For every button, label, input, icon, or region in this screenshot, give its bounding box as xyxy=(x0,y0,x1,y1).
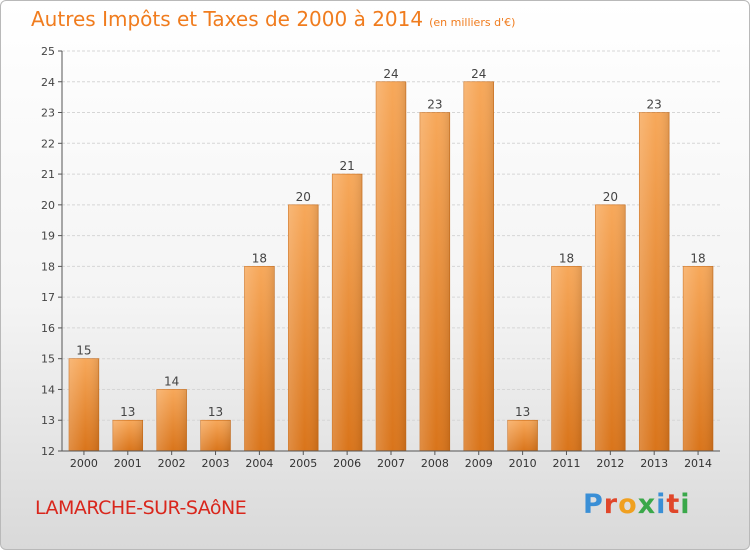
logo-letter: o xyxy=(618,489,638,520)
bar-shade xyxy=(69,358,99,451)
y-tick-label: 24 xyxy=(41,76,55,89)
y-tick-label: 12 xyxy=(41,445,55,458)
x-tick-label: 2010 xyxy=(509,457,537,470)
bar-shade xyxy=(156,389,187,451)
y-tick-label: 15 xyxy=(41,353,55,366)
bar-value-label: 18 xyxy=(690,251,705,265)
bar-shade xyxy=(288,204,319,451)
x-tick-label: 2006 xyxy=(333,457,361,470)
y-tick-label: 17 xyxy=(41,291,55,304)
bar-value-label: 20 xyxy=(296,190,311,204)
bar-value-label: 21 xyxy=(339,159,354,173)
bar-value-label: 13 xyxy=(120,405,135,419)
bar-shade xyxy=(376,81,406,452)
logo-letter: t xyxy=(666,489,681,520)
bar-shade xyxy=(112,420,143,451)
bar-value-label: 15 xyxy=(76,344,91,358)
logo-letter: P xyxy=(583,489,604,520)
axes: 12 13 14 15 16 17 18 19 20 21 22 23 24 25 2000 2001 2002… xyxy=(41,45,720,470)
x-tick-label: 2007 xyxy=(377,457,405,470)
y-tick-label: 22 xyxy=(41,137,55,150)
x-tick-label: 2005 xyxy=(289,457,317,470)
x-tick-label: 2013 xyxy=(640,457,668,470)
x-tick-label: 2004 xyxy=(245,457,273,470)
x-tick-label: 2000 xyxy=(70,457,98,470)
bar-shade xyxy=(200,420,231,451)
bar-value-label: 24 xyxy=(471,67,486,81)
bar-shade xyxy=(332,174,363,452)
bar-shade xyxy=(463,81,494,452)
x-tick-label: 2014 xyxy=(684,457,712,470)
chart-title-text: Autres Impôts et Taxes de 2000 à 2014 xyxy=(31,7,424,31)
bar-value-label: 14 xyxy=(164,374,179,388)
y-tick-label: 16 xyxy=(41,322,55,335)
bar-value-label: 13 xyxy=(208,405,223,419)
bars: 15 13 14 13 18 20 21 24 23 24 13 18 20 23 18 xyxy=(68,67,714,452)
y-tick-label: 25 xyxy=(41,45,55,58)
y-tick-label: 23 xyxy=(41,107,55,120)
x-tick-label: 2009 xyxy=(465,457,493,470)
x-tick-label: 2003 xyxy=(202,457,230,470)
bar-value-label: 23 xyxy=(647,98,662,112)
chart-unit: (en milliers d'€) xyxy=(429,16,516,29)
bar-shade xyxy=(595,204,626,451)
bar-shade xyxy=(419,112,450,452)
x-tick-label: 2011 xyxy=(552,457,580,470)
logo-letter: r xyxy=(603,489,619,520)
logo-letter: i xyxy=(680,489,691,520)
bar-value-label: 20 xyxy=(603,190,618,204)
x-tick-label: 2001 xyxy=(114,457,142,470)
bar-shade xyxy=(507,420,538,451)
chart-title: Autres Impôts et Taxes de 2000 à 2014 (en… xyxy=(31,7,515,31)
bar-shade xyxy=(639,112,670,452)
bar-shade xyxy=(683,266,713,451)
bar-shade xyxy=(244,266,275,451)
proxiti-logo: Proxiti xyxy=(583,489,691,520)
x-tick-label: 2012 xyxy=(596,457,624,470)
y-tick-label: 19 xyxy=(41,230,55,243)
y-tick-label: 21 xyxy=(41,168,55,181)
bar-value-label: 13 xyxy=(515,405,530,419)
y-tick-label: 14 xyxy=(41,383,55,396)
bar-shade xyxy=(551,266,582,451)
bar-value-label: 18 xyxy=(252,251,267,265)
y-tick-label: 18 xyxy=(41,260,55,273)
x-tick-label: 2008 xyxy=(421,457,449,470)
logo-letter: i xyxy=(656,489,667,520)
y-tick-label: 20 xyxy=(41,199,55,212)
bar-value-label: 24 xyxy=(383,67,398,81)
city-name: LAMARCHE-SUR-SAôNE xyxy=(35,497,247,519)
bar-value-label: 18 xyxy=(559,251,574,265)
bar-value-label: 23 xyxy=(427,98,442,112)
x-tick-label: 2002 xyxy=(158,457,186,470)
y-tick-label: 13 xyxy=(41,414,55,427)
logo-letter: x xyxy=(637,489,657,520)
